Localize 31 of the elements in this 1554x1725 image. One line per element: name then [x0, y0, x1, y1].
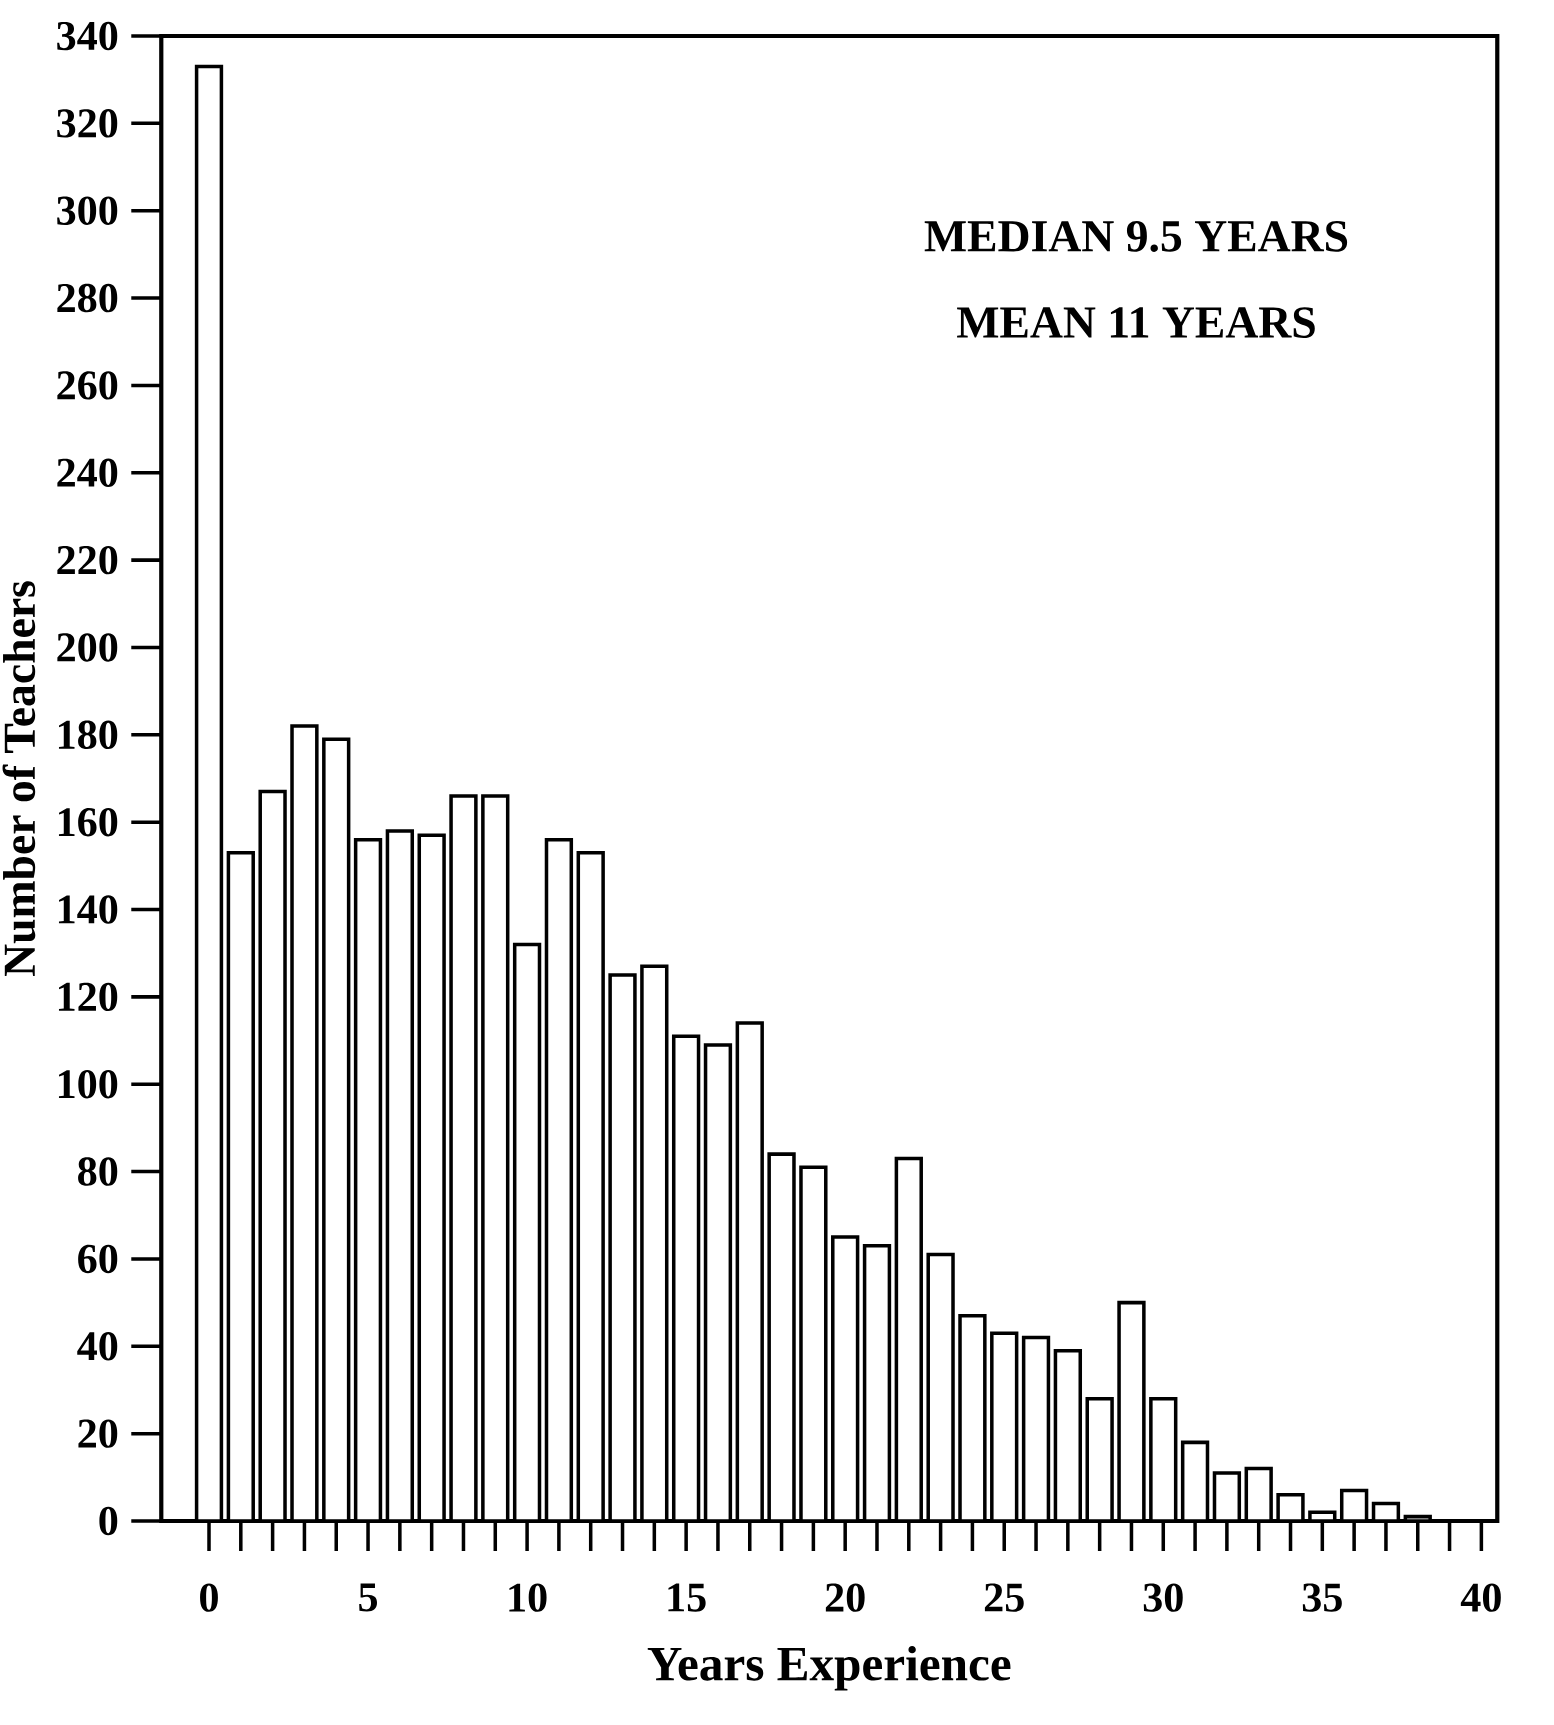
annotation: MEAN 11 YEARS	[957, 307, 1315, 338]
y-tick-label: 80	[78, 1157, 118, 1186]
x-tick-label: 10	[509, 1583, 547, 1612]
x-axis-title: Years Experience	[647, 1645, 1011, 1691]
y-tick-label: 60	[78, 1244, 118, 1274]
x-tick-label: 0	[200, 1583, 218, 1612]
y-tick-label: 140	[58, 895, 118, 924]
x-tick-label: 5	[359, 1583, 378, 1612]
y-tick-label: 20	[78, 1419, 118, 1448]
y-tick-label: 280	[57, 283, 118, 313]
y-tick-label: 220	[57, 545, 118, 575]
y-tick-label: 0	[99, 1506, 118, 1536]
x-tick-label: 15	[668, 1583, 706, 1612]
y-tick-label: 260	[57, 371, 118, 400]
y-tick-label: 40	[77, 1332, 118, 1361]
x-tick-label: 30	[1143, 1583, 1183, 1612]
y-tick-label: 240	[57, 458, 118, 487]
y-tick-label: 100	[58, 1070, 118, 1099]
x-tick-label: 40	[1460, 1583, 1501, 1612]
x-tick-label: 35	[1302, 1583, 1342, 1612]
y-axis-title: Number of Teachers	[2, 581, 36, 977]
annotation: MEDIAN 9.5 YEARS	[924, 221, 1348, 252]
y-tick-label: 340	[57, 21, 118, 51]
y-tick-label: 200	[57, 633, 118, 662]
y-tick-label: 320	[57, 109, 118, 138]
y-tick-label: 160	[58, 807, 118, 837]
x-tick-label: 20	[825, 1583, 865, 1612]
x-tick-label: 25	[984, 1583, 1024, 1612]
y-tick-label: 300	[57, 196, 118, 225]
y-tick-label: 120	[58, 982, 118, 1012]
y-tick-label: 180	[58, 720, 118, 750]
